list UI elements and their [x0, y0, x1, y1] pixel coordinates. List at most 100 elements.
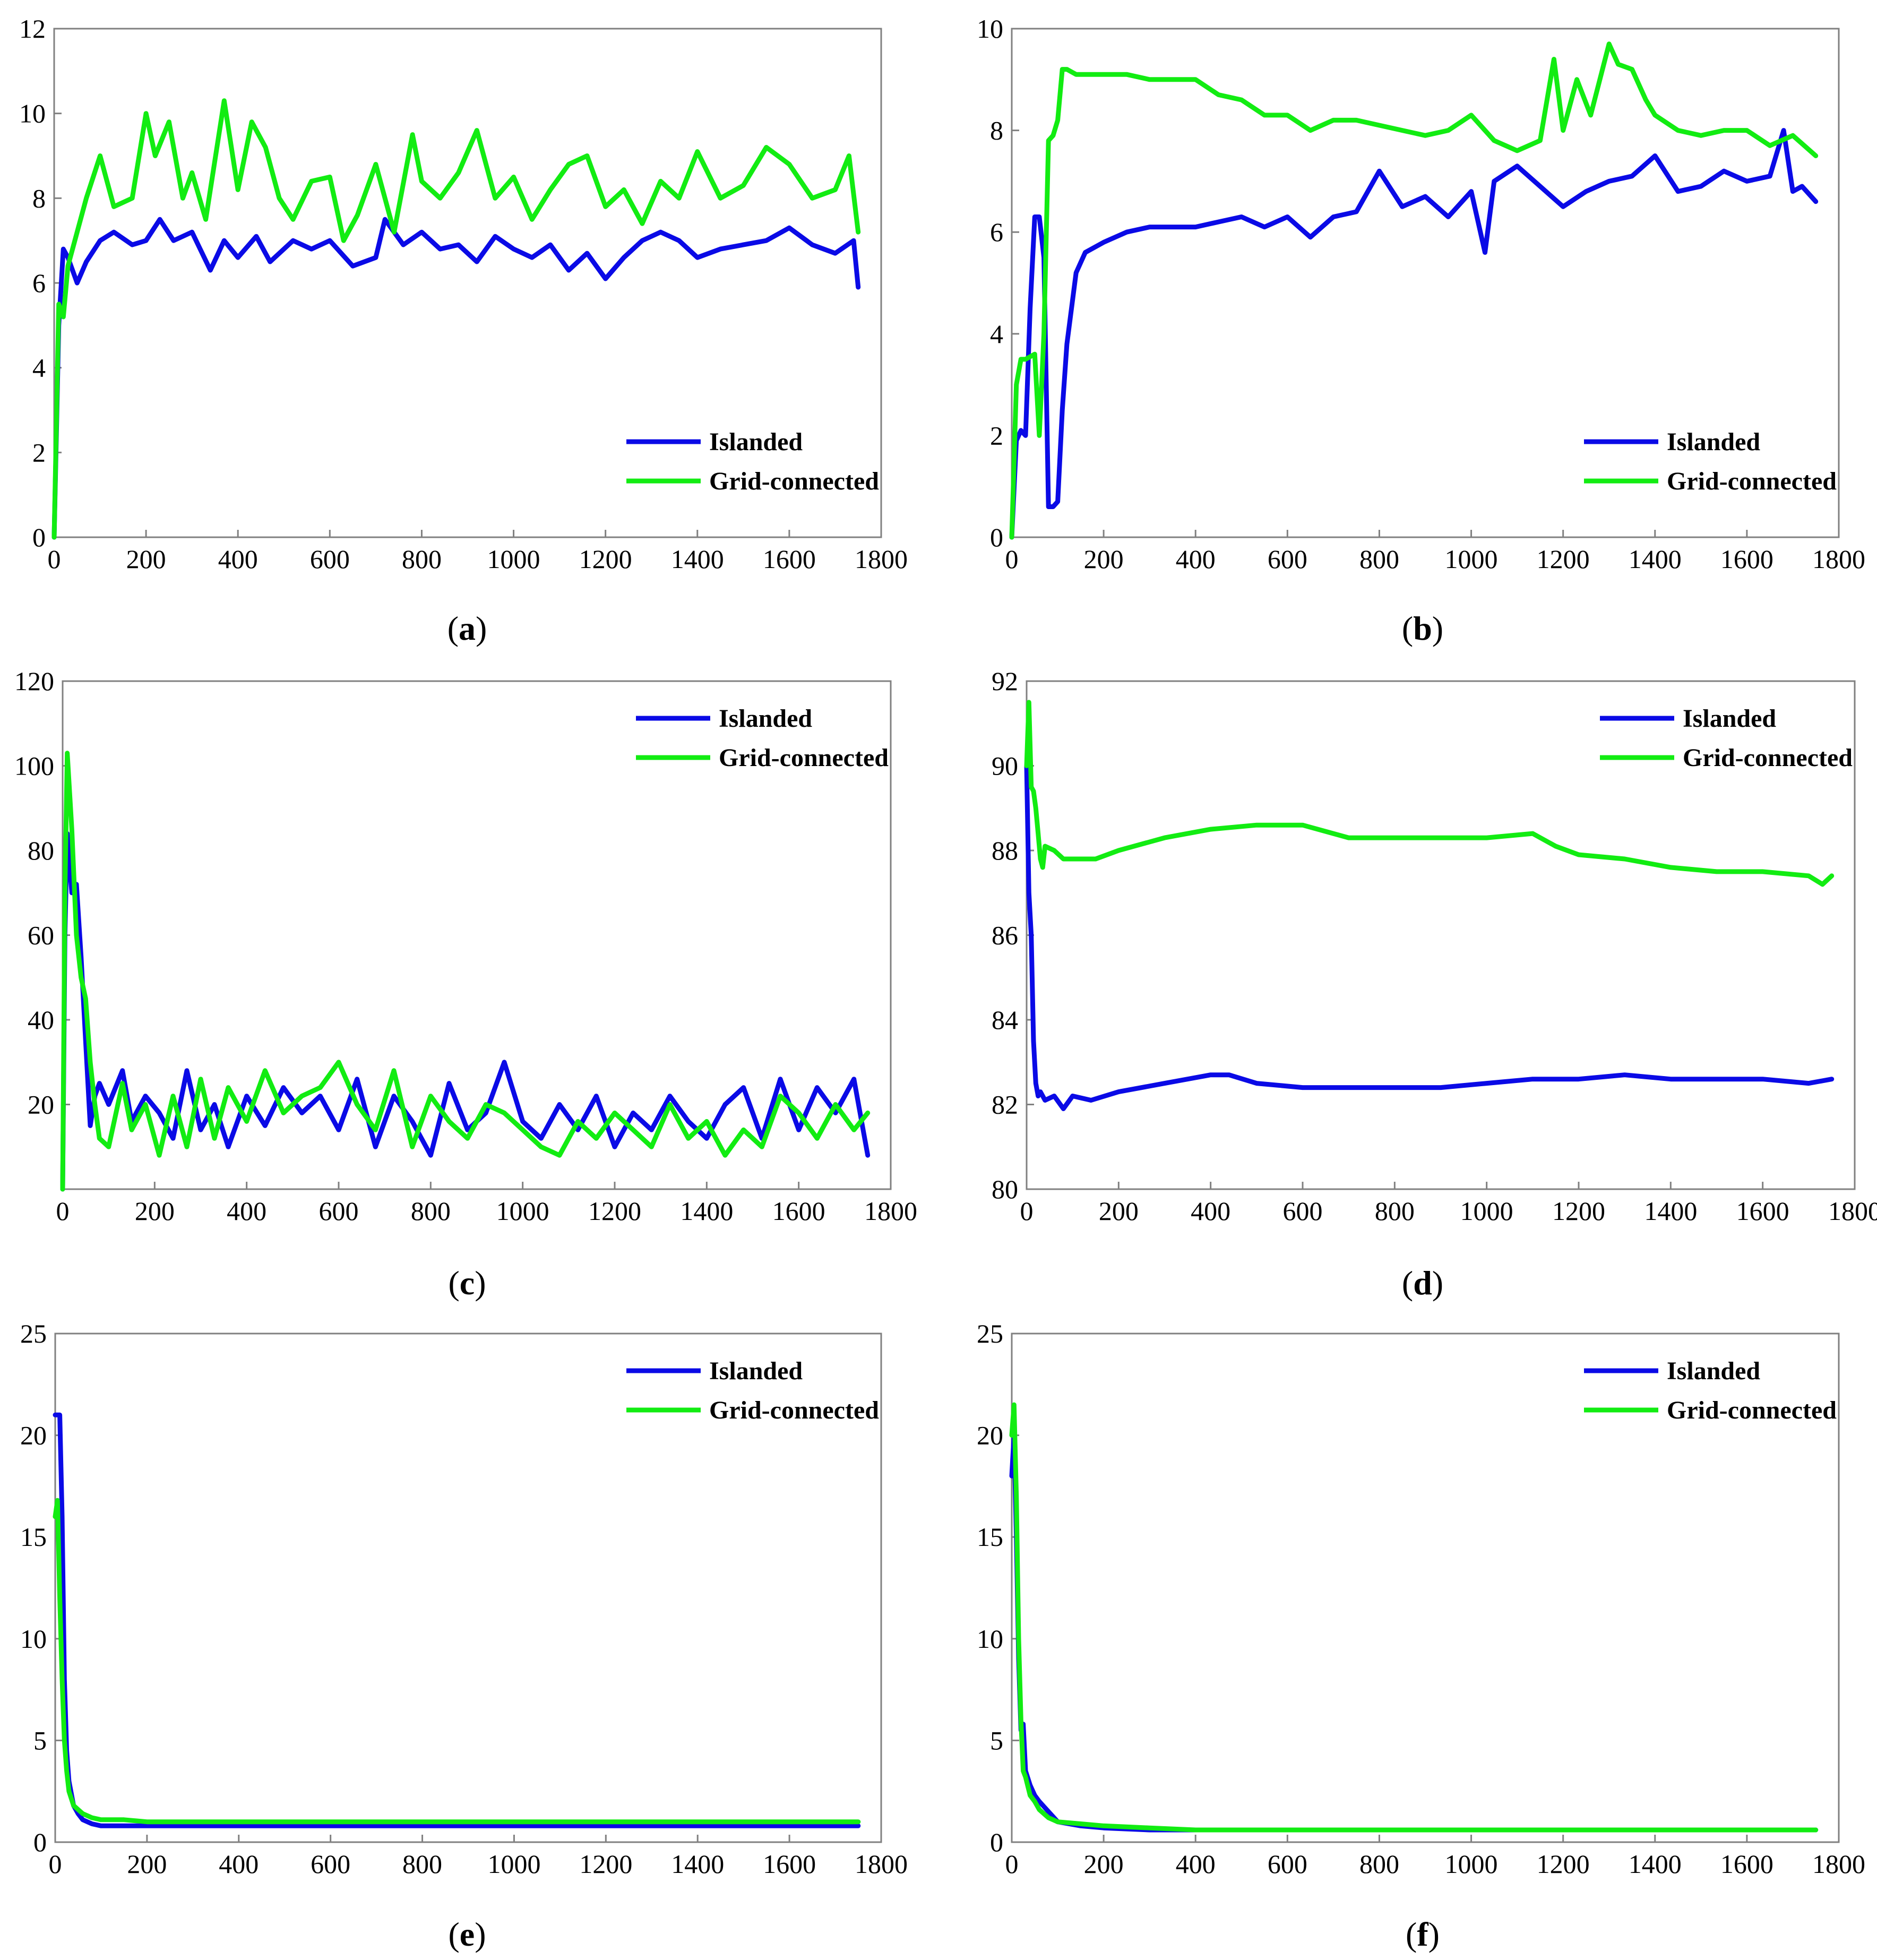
- x-tick-label: 0: [1005, 544, 1019, 574]
- x-tick-label: 1000: [1445, 1849, 1498, 1879]
- y-tick-label: 6: [32, 268, 46, 298]
- legend-label-islanded: Islanded: [709, 428, 803, 456]
- x-tick-label: 1000: [487, 1849, 540, 1879]
- series-line-islanded: [1009, 1433, 1819, 1833]
- series-line-islanded: [1009, 128, 1819, 540]
- legend-label-grid-connected: Grid-connected: [1667, 467, 1837, 495]
- y-tick-label: 25: [20, 1319, 47, 1348]
- x-tick-label: 1600: [1720, 1849, 1773, 1879]
- y-tick-label: 12: [19, 14, 46, 44]
- x-tick-label: 1600: [772, 1196, 825, 1226]
- x-tick-label: 400: [1176, 544, 1216, 574]
- y-tick-label: 88: [992, 836, 1018, 865]
- x-tick-label: 1400: [671, 1849, 724, 1879]
- plot-frame: [54, 1333, 882, 1843]
- y-tick-label: 100: [14, 751, 54, 781]
- x-tick-label: 1800: [864, 1196, 917, 1226]
- series-line-grid-connected: [60, 751, 871, 1192]
- chart-panel-c: 0 200 400 600 800 1000 1200 1400 1600 1800 20 40 60 8…: [14, 666, 917, 1302]
- panel-caption: (b): [1402, 609, 1443, 647]
- panel-caption: (e): [448, 1915, 486, 1953]
- x-tick-label: 600: [311, 1849, 350, 1879]
- y-tick-label: 6: [990, 217, 1003, 247]
- chart-panel-d: 0 200 400 600 800 1000 1200 1400 1600 1800 80 82 84 8…: [992, 666, 1877, 1302]
- y-tick-label: 80: [28, 836, 54, 865]
- series-line-islanded: [1024, 763, 1835, 1111]
- y-tick-label: 60: [28, 921, 54, 950]
- series-line-grid-connected: [51, 98, 861, 540]
- y-tick-label: 84: [992, 1005, 1018, 1035]
- y-tick-label: 8: [990, 116, 1003, 145]
- x-tick-label: 200: [127, 1849, 167, 1879]
- x-tick-label: 1000: [487, 544, 540, 574]
- y-tick-label: 4: [32, 353, 46, 383]
- legend-label-grid-connected: Grid-connected: [719, 744, 889, 772]
- chart-panel-e: 0 200 400 600 800 1000 1200 1400 1600 1800 0 5 10 15 2…: [20, 1319, 908, 1953]
- panel-caption: (d): [1402, 1264, 1443, 1302]
- x-tick-label: 200: [126, 544, 166, 574]
- plot-frame: [1011, 28, 1840, 538]
- legend-label-islanded: Islanded: [709, 1357, 803, 1385]
- y-tick-label: 0: [990, 1827, 1003, 1857]
- y-tick-label: 4: [990, 319, 1003, 349]
- y-tick-label: 2: [990, 420, 1003, 450]
- x-tick-label: 1800: [1828, 1196, 1877, 1226]
- y-tick-label: 25: [977, 1319, 1003, 1348]
- legend-label-grid-connected: Grid-connected: [1683, 744, 1853, 772]
- y-tick-label: 15: [20, 1522, 47, 1552]
- y-tick-label: 5: [990, 1725, 1003, 1755]
- chart-panel-f: 0 200 400 600 800 1000 1200 1400 1600 1800 0 5 10 15 2…: [977, 1319, 1865, 1953]
- x-tick-label: 800: [402, 544, 442, 574]
- series-line-grid-connected: [53, 1498, 861, 1825]
- x-tick-label: 0: [1020, 1196, 1034, 1226]
- legend-label-grid-connected: Grid-connected: [709, 1396, 879, 1424]
- y-tick-label: 2: [32, 437, 46, 467]
- y-tick-label: 80: [992, 1174, 1018, 1204]
- x-tick-label: 200: [135, 1196, 175, 1226]
- y-tick-label: 10: [20, 1624, 47, 1654]
- x-tick-label: 0: [1005, 1849, 1019, 1879]
- chart-panel-b: 0 200 400 600 800 1000 1200 1400 1600 1800 0 2 4 6 8 10…: [977, 14, 1865, 647]
- x-tick-label: 800: [411, 1196, 451, 1226]
- x-tick-label: 1600: [763, 1849, 816, 1879]
- x-tick-label: 0: [49, 1849, 62, 1879]
- x-tick-label: 800: [1359, 1849, 1399, 1879]
- panel-caption-letter: d: [1413, 1264, 1432, 1302]
- x-tick-label: 1400: [1629, 1849, 1682, 1879]
- x-tick-label: 400: [1176, 1849, 1216, 1879]
- legend-label-grid-connected: Grid-connected: [1667, 1396, 1837, 1424]
- x-tick-label: 1600: [1736, 1196, 1789, 1226]
- x-tick-label: 600: [319, 1196, 359, 1226]
- y-tick-label: 20: [28, 1090, 54, 1120]
- x-tick-label: 1200: [1537, 1849, 1590, 1879]
- y-tick-label: 10: [977, 1624, 1003, 1654]
- legend-label-grid-connected: Grid-connected: [709, 467, 879, 495]
- y-tick-label: 90: [992, 751, 1018, 781]
- series-line-islanded: [60, 831, 871, 1192]
- y-tick-label: 82: [992, 1090, 1018, 1120]
- series-line-islanded: [51, 217, 861, 540]
- x-tick-label: 800: [1359, 544, 1399, 574]
- y-tick-label: 0: [33, 1827, 47, 1857]
- x-tick-label: 1600: [763, 544, 816, 574]
- y-tick-label: 120: [14, 666, 54, 696]
- y-tick-label: 20: [977, 1421, 1003, 1450]
- x-tick-label: 600: [1283, 1196, 1323, 1226]
- panel-caption: (a): [447, 609, 487, 647]
- legend-label-islanded: Islanded: [1667, 1357, 1760, 1385]
- x-tick-label: 0: [48, 544, 61, 574]
- legend-label-islanded: Islanded: [1667, 428, 1760, 456]
- chart-panel-a: 0 200 400 600 800 1000 1200 1400 1600 1800 0 2 4 6 8 10…: [19, 14, 908, 647]
- panel-caption-letter: a: [459, 609, 476, 647]
- series-line-islanded: [53, 1412, 861, 1828]
- panel-caption: (c): [448, 1264, 486, 1302]
- x-tick-label: 400: [219, 1849, 259, 1879]
- x-tick-label: 200: [1099, 1196, 1139, 1226]
- x-tick-label: 1000: [1445, 544, 1498, 574]
- x-tick-label: 1400: [1629, 544, 1682, 574]
- x-tick-label: 1400: [671, 544, 724, 574]
- x-tick-label: 800: [402, 1849, 442, 1879]
- plot-frame: [1011, 1333, 1840, 1843]
- y-tick-label: 0: [990, 522, 1003, 552]
